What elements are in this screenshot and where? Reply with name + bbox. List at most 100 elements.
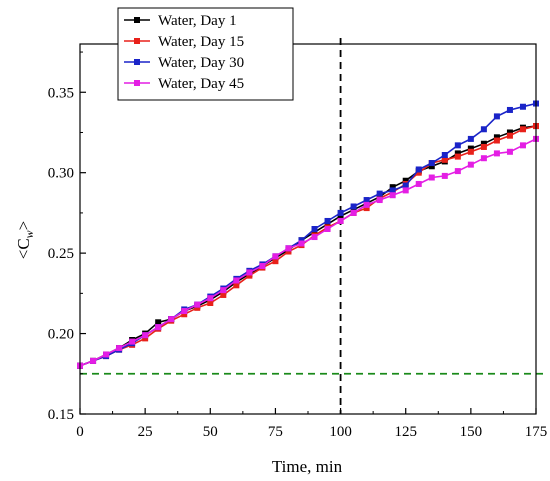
data-point bbox=[272, 258, 279, 265]
y-axis-title-subscript: w bbox=[22, 230, 36, 238]
x-tick-label: 25 bbox=[138, 424, 153, 440]
data-point bbox=[376, 197, 383, 204]
data-point bbox=[402, 187, 409, 194]
data-point bbox=[168, 316, 175, 323]
data-point bbox=[480, 126, 487, 133]
data-point bbox=[441, 152, 448, 158]
series-4 bbox=[77, 135, 539, 369]
data-point bbox=[467, 148, 474, 155]
data-point bbox=[181, 311, 188, 318]
data-point bbox=[441, 172, 448, 179]
data-point bbox=[129, 338, 136, 345]
data-point bbox=[220, 287, 227, 294]
legend-entry: Water, Day 1 bbox=[158, 13, 237, 29]
legend-marker bbox=[134, 80, 140, 86]
reference-lines bbox=[80, 38, 548, 414]
data-point bbox=[311, 226, 318, 232]
x-tick-label: 175 bbox=[525, 424, 548, 440]
y-axis-title-suffix: > bbox=[14, 221, 33, 231]
data-point bbox=[259, 263, 266, 269]
data-point bbox=[363, 201, 370, 208]
data-point bbox=[311, 229, 318, 236]
legend-entry: Water, Day 15 bbox=[158, 34, 244, 50]
data-point bbox=[103, 351, 110, 358]
y-tick-label: 0.30 bbox=[48, 166, 74, 182]
data-point bbox=[519, 126, 526, 133]
data-point bbox=[337, 209, 344, 216]
data-point bbox=[519, 142, 526, 149]
x-tick-label: 150 bbox=[460, 424, 483, 440]
legend-entry: Water, Day 45 bbox=[158, 76, 244, 92]
data-point bbox=[506, 106, 513, 113]
data-point bbox=[363, 197, 370, 204]
data-point bbox=[480, 143, 487, 150]
data-point bbox=[220, 291, 227, 298]
series-line bbox=[79, 125, 537, 367]
data-point bbox=[155, 324, 162, 331]
data-point bbox=[298, 237, 305, 244]
data-point bbox=[441, 156, 448, 163]
data-point bbox=[246, 272, 253, 279]
series-line bbox=[79, 102, 537, 367]
data-point bbox=[454, 142, 461, 149]
data-point bbox=[467, 135, 474, 142]
data-point bbox=[207, 295, 214, 302]
x-tick-label: 0 bbox=[76, 424, 84, 440]
data-point bbox=[415, 169, 422, 176]
data-point bbox=[233, 282, 240, 289]
x-tick-label: 75 bbox=[268, 424, 283, 440]
data-point bbox=[428, 174, 435, 181]
data-point bbox=[493, 134, 500, 141]
series-layer bbox=[77, 100, 539, 369]
data-point bbox=[467, 161, 474, 168]
data-point bbox=[402, 177, 409, 184]
y-tick-label: 0.15 bbox=[48, 407, 74, 423]
data-point bbox=[428, 163, 435, 170]
data-point bbox=[324, 226, 331, 232]
series-3 bbox=[77, 100, 539, 369]
data-point bbox=[402, 182, 409, 189]
data-point bbox=[246, 269, 253, 276]
legend-entry: Water, Day 30 bbox=[158, 55, 244, 71]
y-tick-label: 0.35 bbox=[48, 85, 74, 101]
data-point bbox=[194, 301, 201, 308]
y-axis-title-prefix: <C bbox=[14, 238, 33, 259]
data-point bbox=[116, 345, 123, 352]
data-point bbox=[324, 221, 331, 228]
y-tick-label: 0.20 bbox=[48, 327, 74, 343]
data-point bbox=[285, 245, 292, 252]
data-point bbox=[480, 140, 487, 147]
data-point bbox=[389, 184, 396, 191]
data-point bbox=[493, 113, 500, 120]
data-point bbox=[493, 137, 500, 144]
legend-marker bbox=[134, 17, 140, 23]
data-point bbox=[454, 150, 461, 157]
data-point bbox=[389, 187, 396, 194]
legend-marker bbox=[134, 38, 140, 44]
data-point bbox=[454, 153, 461, 160]
data-point bbox=[181, 308, 188, 315]
legend: Water, Day 1 Water, Day 15 Water, Day 30 Wa… bbox=[117, 7, 294, 101]
y-tick-label: 0.25 bbox=[48, 246, 74, 262]
axes: 0 25 50 75 100 125 150 175 0.15 0.20 0.25 0.30 0.35 bbox=[48, 43, 548, 440]
data-point bbox=[337, 217, 344, 224]
data-point bbox=[519, 103, 526, 110]
data-point bbox=[194, 304, 201, 311]
x-tick-label: 125 bbox=[394, 424, 417, 440]
data-point bbox=[389, 192, 396, 199]
data-point bbox=[285, 248, 292, 255]
data-point bbox=[337, 213, 344, 220]
data-point bbox=[493, 150, 500, 157]
data-point bbox=[506, 148, 513, 155]
data-point bbox=[376, 190, 383, 197]
data-point bbox=[311, 234, 318, 241]
data-point bbox=[272, 253, 279, 260]
data-point bbox=[428, 160, 435, 167]
legend-marker bbox=[134, 59, 140, 65]
x-axis-title: Time, min bbox=[272, 457, 343, 476]
y-axis-title: <Cw> bbox=[14, 221, 36, 260]
data-point bbox=[415, 166, 422, 173]
data-point bbox=[207, 300, 214, 306]
data-point bbox=[298, 240, 305, 247]
